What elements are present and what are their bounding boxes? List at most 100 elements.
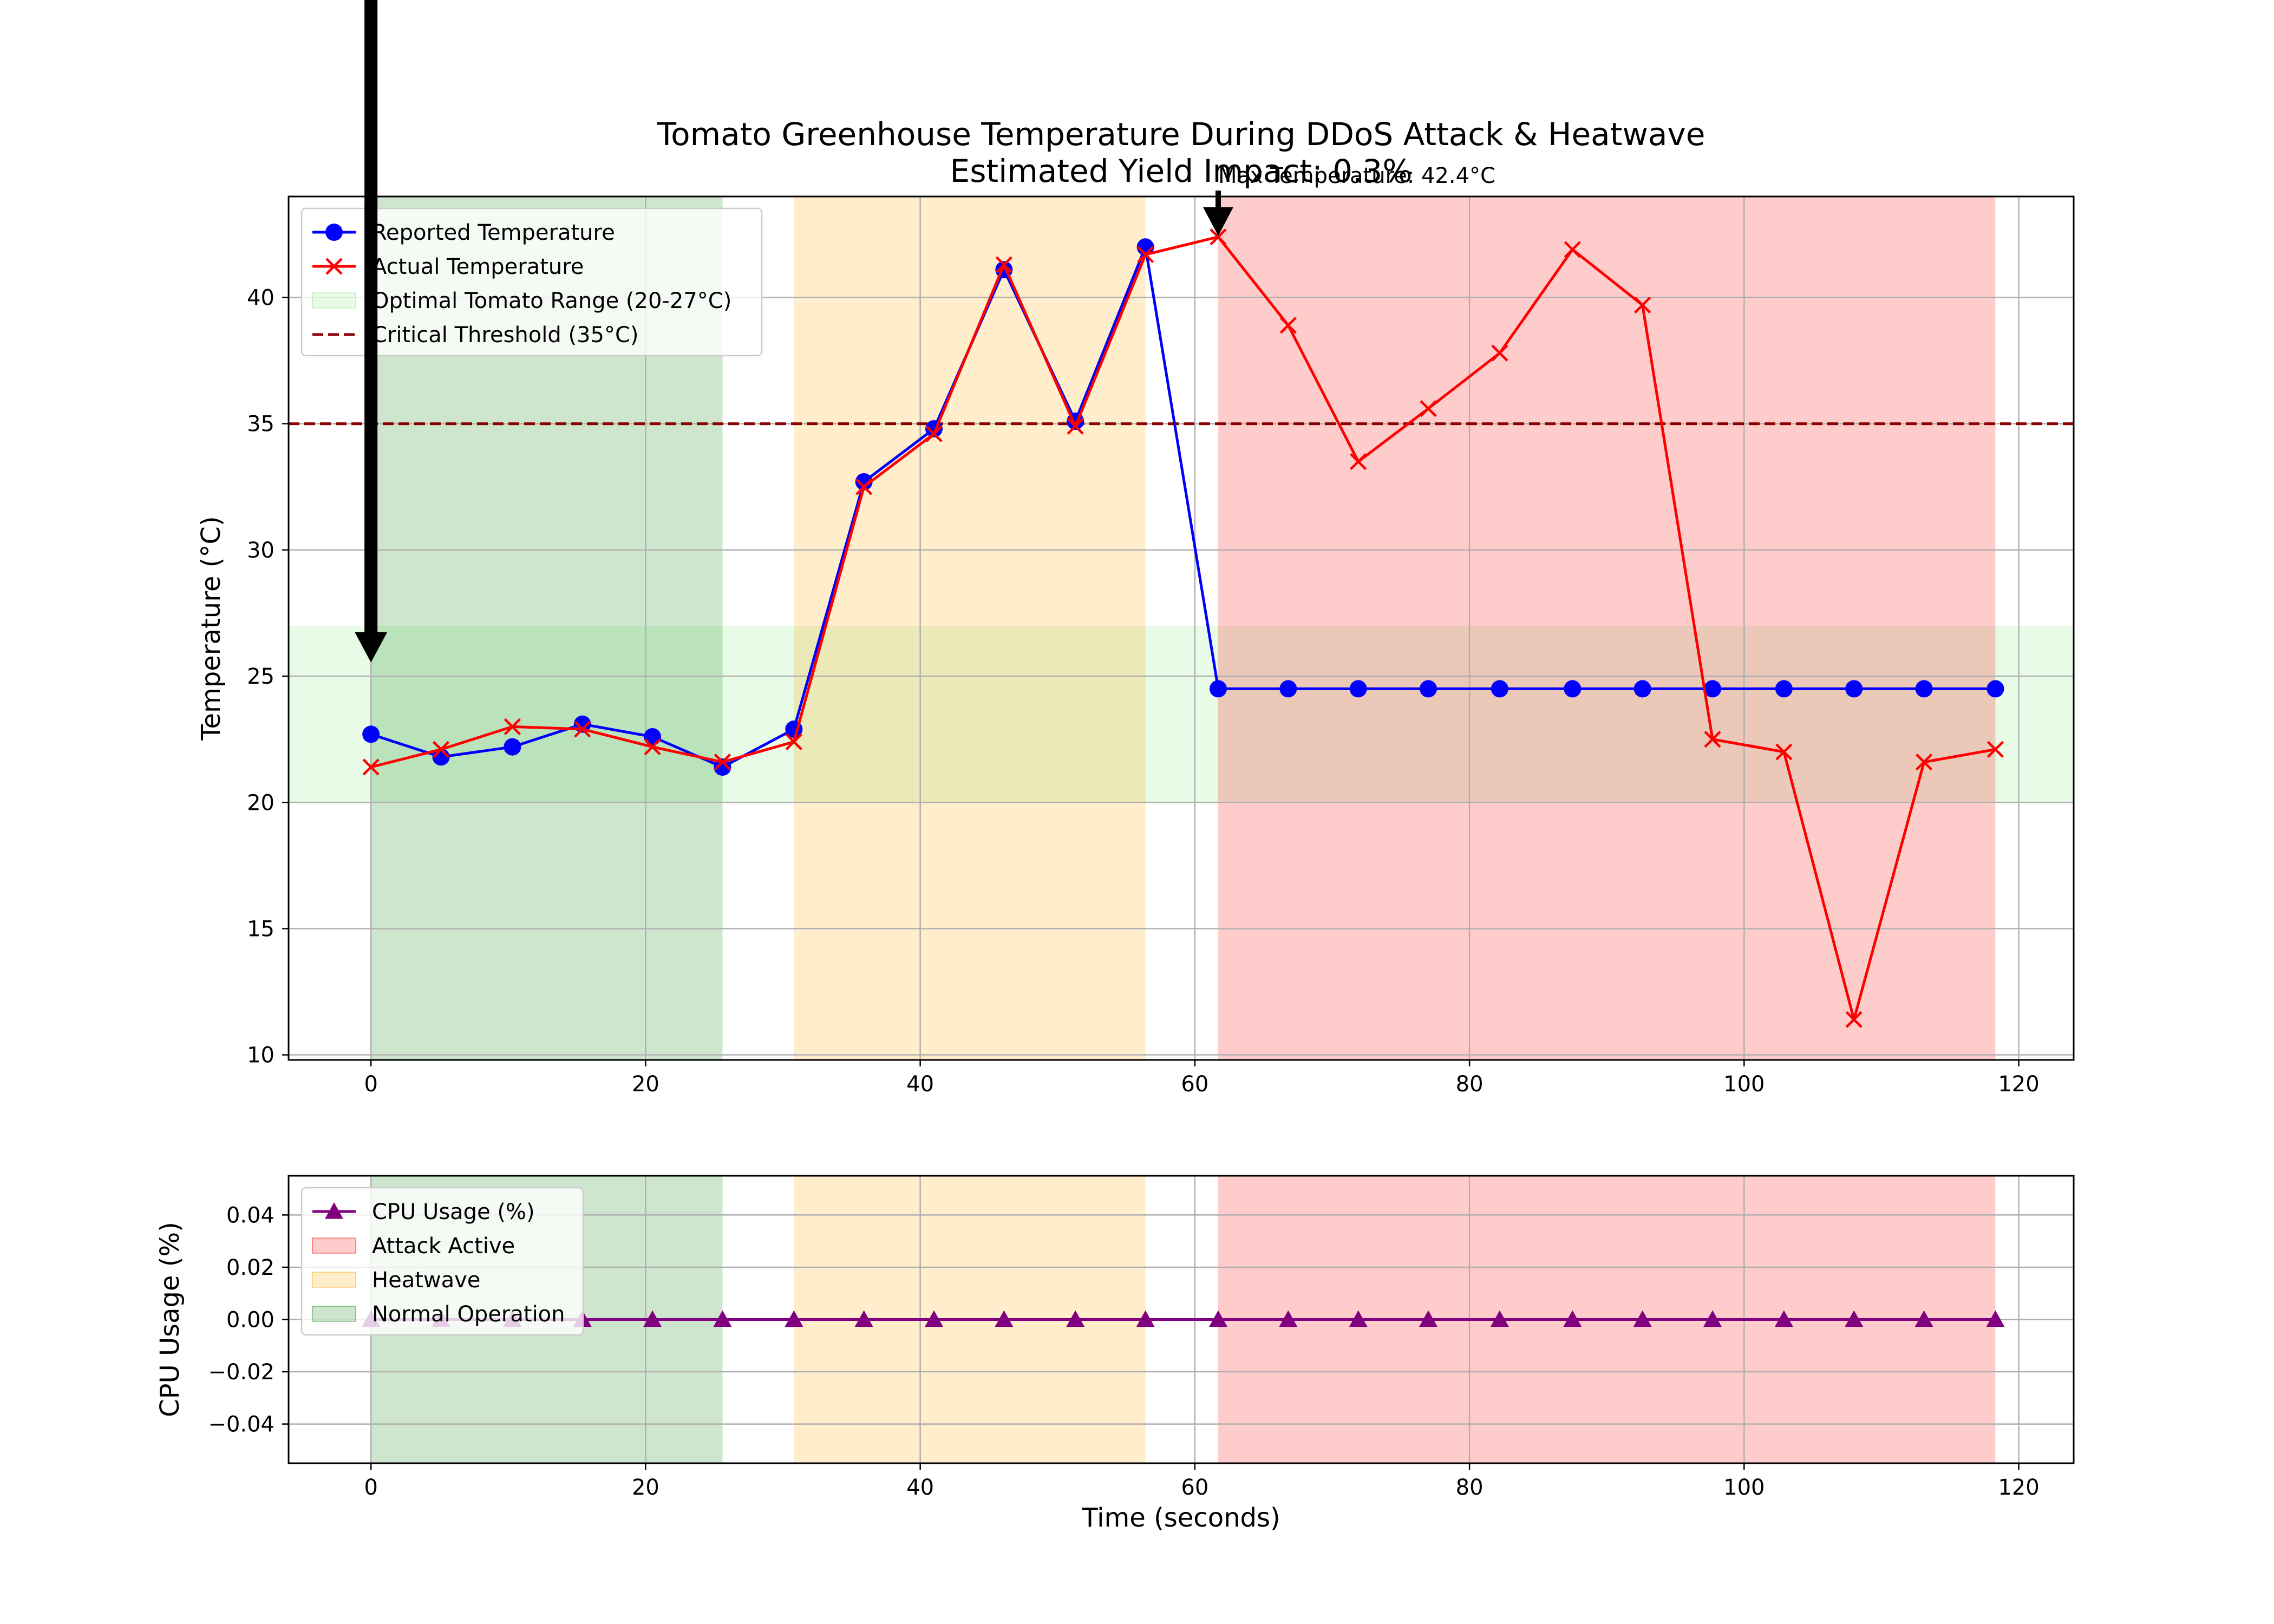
x-tick-label: 120 xyxy=(1998,1072,2039,1097)
data-point xyxy=(1349,1310,1368,1327)
legend-label: Optimal Tomato Range (20-27°C) xyxy=(372,289,731,313)
y-tick-label: 35 xyxy=(247,412,275,437)
data-point xyxy=(713,1310,732,1327)
data-point xyxy=(1209,680,1227,698)
data-point xyxy=(1563,1310,1582,1327)
y-tick-label: 20 xyxy=(247,790,275,815)
data-point xyxy=(504,738,521,756)
chart-panel-2: 0 20 40 60 80 100 120 −0.04 −0.02 0.00 0.02 0.04 CPU… xyxy=(155,1175,2075,1533)
data-point xyxy=(785,733,802,750)
data-point xyxy=(1703,1310,1722,1327)
data-point xyxy=(1490,1310,1509,1327)
legend-label: CPU Usage (%) xyxy=(372,1200,535,1224)
x-tick-label: 80 xyxy=(1456,1475,1484,1500)
data-point xyxy=(1208,1310,1227,1327)
legend-patch-swatch xyxy=(312,1237,356,1254)
data-point xyxy=(362,725,380,743)
data-point xyxy=(1987,680,2004,698)
data-point xyxy=(995,256,1012,273)
data-point xyxy=(1420,680,1437,698)
data-point xyxy=(855,473,873,491)
x-tick-label: 60 xyxy=(1181,1475,1208,1500)
x-axis-label: Time (seconds) xyxy=(1081,1503,1280,1533)
annotation-arrow-head-max xyxy=(1203,207,1233,236)
data-point xyxy=(714,758,731,776)
data-point xyxy=(1704,731,1721,748)
data-point xyxy=(1066,1310,1085,1327)
data-point xyxy=(1914,1310,1933,1327)
data-point xyxy=(1845,680,1863,698)
band-heatwave xyxy=(794,197,1146,1060)
data-point xyxy=(1845,1310,1864,1327)
panels: 0 20 40 60 80 100 120 10 15 20 25 30 35 40 Temperature… xyxy=(155,0,2075,1533)
series-line-2 xyxy=(370,235,1996,1021)
legend-box xyxy=(300,1187,584,1336)
data-point xyxy=(1634,296,1651,314)
data-point xyxy=(925,425,943,442)
data-point xyxy=(1210,228,1227,246)
data-point xyxy=(995,1310,1014,1327)
legend-label: Heatwave xyxy=(372,1268,480,1293)
legend-patch-swatch xyxy=(312,1272,356,1288)
chart-title-line-1: Tomato Greenhouse Temperature During DDo… xyxy=(657,116,1706,153)
data-point xyxy=(1491,344,1508,362)
chart-panel-1: 0 20 40 60 80 100 120 10 15 20 25 30 35 40 Temperature… xyxy=(196,0,2075,1097)
data-point xyxy=(574,721,591,738)
y-tick-label: 0.00 xyxy=(226,1308,275,1333)
data-point xyxy=(1633,680,1651,698)
data-point xyxy=(1136,246,1154,263)
data-point xyxy=(504,718,521,735)
y-tick-label: 30 xyxy=(247,538,275,563)
legend-label: Normal Operation xyxy=(372,1302,565,1327)
y-tick-label: −0.02 xyxy=(208,1360,275,1385)
data-point xyxy=(1987,741,2004,758)
y-tick-label: 10 xyxy=(247,1043,275,1068)
data-point xyxy=(1915,754,1933,771)
data-point xyxy=(1279,317,1297,334)
data-point xyxy=(714,754,731,771)
band-attack-active xyxy=(1218,197,1996,1060)
legend-label: Reported Temperature xyxy=(372,220,615,245)
data-point xyxy=(1491,680,1508,698)
legend-marker xyxy=(325,224,343,241)
data-point xyxy=(1136,1310,1155,1327)
band-optimal-range xyxy=(289,625,2074,803)
data-point xyxy=(432,741,450,758)
legend-marker xyxy=(325,258,343,275)
y-tick-label: 0.02 xyxy=(226,1255,275,1280)
data-point xyxy=(1986,1310,2005,1327)
legend: CPU Usage (%) Attack Active Heatwave Normal… xyxy=(300,1187,584,1336)
axes-frame xyxy=(287,195,2075,1061)
x-tick-label: 0 xyxy=(364,1072,377,1097)
legend: Reported Temperature Actual Temperature Op… xyxy=(300,207,763,357)
y-tick-label: 15 xyxy=(247,916,275,941)
data-point xyxy=(1279,1310,1298,1327)
legend-patch-swatch xyxy=(312,1306,356,1322)
x-tick-label: 80 xyxy=(1456,1072,1484,1097)
data-point xyxy=(1564,680,1582,698)
data-point xyxy=(362,758,380,776)
series-line-1 xyxy=(370,245,1996,769)
data-point xyxy=(1633,1310,1652,1327)
legend-label: Attack Active xyxy=(372,1234,515,1259)
x-tick-label: 100 xyxy=(1723,1072,1765,1097)
y-axis-label: CPU Usage (%) xyxy=(155,1222,185,1417)
x-tick-label: 100 xyxy=(1723,1475,1765,1500)
legend-patch-swatch xyxy=(312,292,356,309)
y-axis-label: Temperature (°C) xyxy=(196,516,226,741)
data-point xyxy=(644,738,661,756)
data-point xyxy=(1279,680,1297,698)
data-point xyxy=(1349,680,1367,698)
y-tick-label: 25 xyxy=(247,664,275,689)
data-point xyxy=(855,478,873,495)
data-point xyxy=(785,1310,803,1327)
legend-marker xyxy=(325,1202,343,1219)
x-tick-label: 40 xyxy=(906,1475,934,1500)
data-point xyxy=(643,1310,662,1327)
data-point xyxy=(1774,1310,1793,1327)
annotation-arrow-head-start xyxy=(355,632,388,663)
data-point xyxy=(1845,1011,1863,1028)
y-tick-label: 0.04 xyxy=(226,1203,275,1228)
data-point xyxy=(1067,417,1084,435)
